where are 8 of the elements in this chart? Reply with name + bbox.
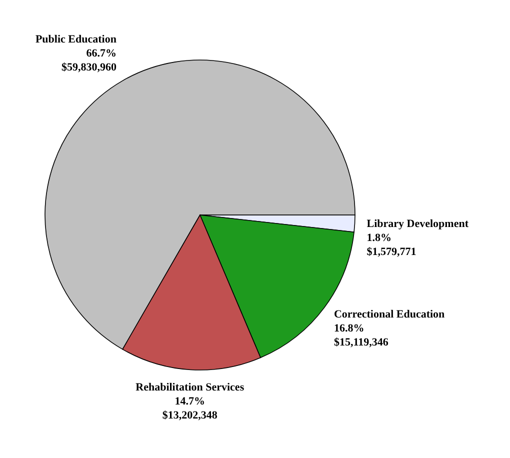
slice-label: Public Education bbox=[35, 33, 116, 46]
data-label: 14.7% $13,202,348 bbox=[162, 396, 218, 422]
slice-label: Library Development bbox=[366, 218, 469, 230]
data-label: 16.8% $15,119,346 bbox=[334, 322, 389, 349]
data-label: 1.8% $1,579,771 bbox=[366, 232, 416, 258]
slice-label: Rehabilitation Services bbox=[136, 382, 245, 394]
slice-label: Correctional Education bbox=[334, 308, 445, 321]
data-label: 66.7% $59,830,960 bbox=[61, 47, 117, 74]
